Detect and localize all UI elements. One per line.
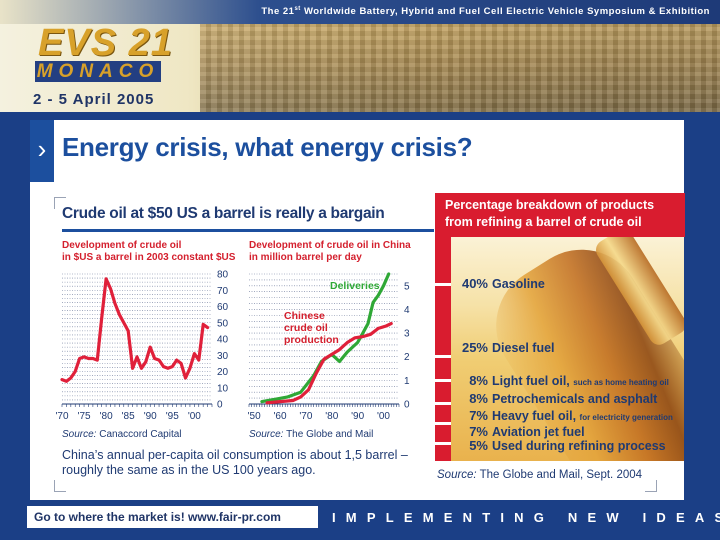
y-tick-label: 40 xyxy=(217,335,229,346)
breakdown-label: Used during refining process xyxy=(492,439,666,453)
x-tick-label: '75 xyxy=(78,411,91,422)
oil-pour-image xyxy=(451,237,684,461)
breakdown-row: 40% Gasoline xyxy=(453,276,545,291)
monaco-cityscape-image xyxy=(200,20,720,112)
breakdown-label: Light fuel oil, xyxy=(492,374,570,388)
breakdown-percent: 8% xyxy=(469,391,488,406)
x-tick-label: '85 xyxy=(122,411,135,422)
y-tick-label: 60 xyxy=(217,302,229,313)
x-tick-label: '70 xyxy=(55,411,68,422)
breakdown-notch xyxy=(435,442,451,445)
breakdown-label: Aviation jet fuel xyxy=(492,425,585,439)
breakdown-row: 7% Heavy fuel oil, for electricity genera… xyxy=(453,408,673,423)
y-tick-label: 10 xyxy=(217,383,229,394)
breakdown-label: Diesel fuel xyxy=(492,341,555,355)
x-tick-label: '50 xyxy=(248,411,261,422)
breakdown-label: Petrochemicals and asphalt xyxy=(492,392,658,406)
y-tick-label: 50 xyxy=(217,318,229,329)
breakdown-row: 8% Light fuel oil, such as home heating o… xyxy=(453,373,669,388)
oil-price-chart: '70 '75 '80 '85 '90 '95 '00 0 10 20 30 40 50 60 70 80 xyxy=(55,270,229,423)
y-tick-label: 70 xyxy=(217,286,229,297)
event-dates: 2 - 5 April 2005 xyxy=(33,91,155,108)
china-oil-chart-title-line1: Development of crude oil in China xyxy=(249,240,411,251)
title-tab xyxy=(30,120,54,182)
breakdown-note: such as home heating oil xyxy=(573,378,669,387)
y-tick-label: 30 xyxy=(217,351,229,362)
oil-price-chart-title: Development of crude oil in $US a barrel… xyxy=(62,240,235,264)
slide-subtitle: Crude oil at $50 US a barrel is really a… xyxy=(62,205,385,222)
breakdown-row: 25% Diesel fuel xyxy=(453,340,555,355)
subtitle-rule xyxy=(62,229,434,232)
y-tick-label: 0 xyxy=(217,400,223,411)
oil-price-chart-title-line1: Development of crude oil xyxy=(62,240,182,251)
series-line-1 xyxy=(265,321,393,405)
x-tick-label: '00 xyxy=(188,411,201,422)
y-tick-label: 20 xyxy=(217,367,229,378)
event-banner: The 21st Worldwide Battery, Hybrid and F… xyxy=(0,0,720,112)
breakdown-percent: 40% xyxy=(461,276,488,291)
frame-corner-bottom-right xyxy=(645,480,657,492)
y-tick-label: 3 xyxy=(404,329,410,340)
y-tick-label: 0 xyxy=(404,400,410,411)
oil-price-chart-title-line2: in $US a barrel in 2003 constant $US xyxy=(62,252,236,263)
breakdown-label: Gasoline xyxy=(492,277,545,291)
breakdown-row: 5% Used during refining process xyxy=(453,438,666,453)
production-series-label: Chinese crude oil production xyxy=(284,310,339,346)
chevron-right-icon: › xyxy=(37,134,47,164)
x-tick-label: '90 xyxy=(351,411,364,422)
breakdown-panel-title: Percentage breakdown of products from re… xyxy=(435,193,685,237)
x-tick-label: '80 xyxy=(325,411,338,422)
china-consumption-note: China’s annual per-capita oil consumptio… xyxy=(62,448,408,477)
y-tick-label: 5 xyxy=(404,281,410,292)
china-oil-chart: '50 '60 '70 '80 '90 '00 0 1 2 3 4 5 xyxy=(248,272,410,422)
x-tick-label: '95 xyxy=(166,411,179,422)
breakdown-row: 7% Aviation jet fuel xyxy=(453,424,585,439)
breakdown-percent: 5% xyxy=(469,438,488,453)
china-oil-chart-source: Source: The Globe and Mail xyxy=(249,429,374,440)
x-tick-label: '60 xyxy=(274,411,287,422)
breakdown-row: 8% Petrochemicals and asphalt xyxy=(453,391,657,406)
china-oil-chart-title-line2: in million barrel per day xyxy=(249,252,362,263)
footer-website-link[interactable]: Go to where the market is! www.fair-pr.c… xyxy=(27,506,318,528)
monaco-logo-box xyxy=(35,61,161,82)
y-tick-label: 1 xyxy=(404,376,410,387)
breakdown-note: for electricity generation xyxy=(579,413,673,422)
breakdown-notch xyxy=(435,379,451,382)
breakdown-proportion-bar xyxy=(435,237,451,461)
y-tick-label: 80 xyxy=(217,270,229,281)
series-line-0 xyxy=(60,277,210,383)
breakdown-notch xyxy=(435,402,451,405)
y-tick-label: 2 xyxy=(404,352,410,363)
footer-slogan: IMPLEMENTING NEW IDEAS xyxy=(332,510,720,525)
breakdown-notch xyxy=(435,355,451,358)
oil-price-chart-source: Source: Canaccord Capital xyxy=(62,429,182,440)
x-tick-label: '70 xyxy=(299,411,312,422)
series-line-0 xyxy=(260,272,391,404)
evs-logo: EVS 21 xyxy=(38,22,173,64)
event-topbar: The 21st Worldwide Battery, Hybrid and F… xyxy=(0,0,720,24)
breakdown-percent: 7% xyxy=(469,408,488,423)
event-name: The 21st Worldwide Battery, Hybrid and F… xyxy=(261,6,710,18)
x-tick-label: '90 xyxy=(144,411,157,422)
y-tick-label: 4 xyxy=(404,305,410,316)
x-tick-label: '00 xyxy=(377,411,390,422)
breakdown-percent: 25% xyxy=(461,340,488,355)
china-oil-chart-title: Development of crude oil in China in mil… xyxy=(249,240,411,264)
breakdown-notch xyxy=(435,283,451,286)
breakdown-percent: 8% xyxy=(469,373,488,388)
deliveries-series-label: Deliveries xyxy=(330,280,380,292)
frame-corner-top-left xyxy=(54,197,66,209)
slide-title: Energy crisis, what energy crisis? xyxy=(62,132,473,162)
breakdown-label: Heavy fuel oil, xyxy=(492,409,577,423)
x-tick-label: '80 xyxy=(100,411,113,422)
frame-corner-bottom-left xyxy=(54,480,66,492)
breakdown-percent: 7% xyxy=(469,424,488,439)
monaco-logo: MONACO xyxy=(36,61,160,82)
breakdown-notch xyxy=(435,422,451,425)
breakdown-source: Source: The Globe and Mail, Sept. 2004 xyxy=(437,469,643,481)
